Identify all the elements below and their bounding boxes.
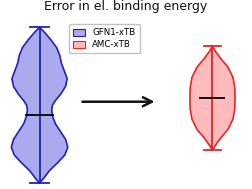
Polygon shape	[190, 46, 235, 150]
Text: Error in el. binding energy: Error in el. binding energy	[44, 0, 208, 13]
Legend: GFN1-xTB, AMC-xTB: GFN1-xTB, AMC-xTB	[69, 24, 140, 53]
Polygon shape	[11, 27, 68, 183]
